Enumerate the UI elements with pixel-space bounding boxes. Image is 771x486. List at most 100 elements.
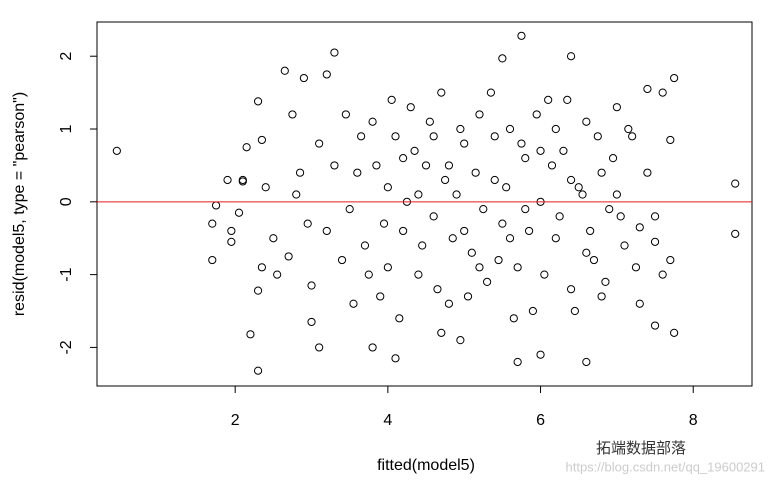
- point: [429, 212, 438, 221]
- point: [337, 255, 347, 265]
- point: [670, 328, 679, 337]
- point: [593, 132, 602, 141]
- point: [601, 277, 610, 286]
- point: [376, 292, 385, 301]
- point: [650, 212, 660, 221]
- point: [486, 88, 496, 97]
- point: [353, 168, 362, 177]
- point: [234, 208, 244, 217]
- point: [360, 241, 370, 250]
- point: [517, 31, 526, 40]
- point: [482, 277, 492, 286]
- point: [643, 84, 652, 94]
- point: [444, 299, 454, 308]
- point: [437, 328, 446, 337]
- point: [628, 132, 637, 141]
- point: [368, 343, 377, 352]
- point: [253, 286, 263, 295]
- y-tick-label: 0: [58, 197, 75, 206]
- point: [658, 270, 667, 279]
- point: [227, 237, 236, 246]
- point: [299, 73, 308, 83]
- point: [379, 219, 389, 228]
- point: [490, 175, 499, 185]
- x-tick-label: 6: [536, 412, 545, 429]
- point: [624, 124, 633, 134]
- x-tick-label: 4: [383, 412, 392, 429]
- point: [467, 248, 476, 257]
- point: [475, 110, 484, 119]
- watermark-url: https://blog.csdn.net/qq_19600291: [566, 459, 766, 474]
- point: [227, 226, 236, 236]
- point: [513, 357, 522, 367]
- point: [536, 350, 545, 359]
- point: [475, 263, 484, 272]
- point: [463, 292, 473, 301]
- point: [544, 95, 553, 104]
- point: [635, 223, 644, 232]
- point: [513, 263, 522, 272]
- point: [502, 183, 511, 192]
- point: [597, 168, 606, 177]
- point: [383, 263, 392, 272]
- point: [253, 366, 263, 375]
- y-tick-label: 2: [58, 52, 75, 61]
- point: [620, 241, 629, 250]
- point: [589, 255, 599, 265]
- point: [330, 161, 339, 170]
- point: [666, 255, 675, 265]
- point: [280, 66, 289, 75]
- point: [460, 139, 469, 148]
- point: [555, 212, 564, 221]
- point: [322, 70, 331, 79]
- x-tick-label: 2: [231, 412, 240, 429]
- point: [307, 281, 316, 290]
- point: [208, 219, 217, 228]
- watermark-brand: 拓端数据部落: [596, 440, 686, 457]
- point: [731, 229, 740, 238]
- point: [421, 161, 431, 170]
- point: [524, 226, 534, 236]
- point: [273, 270, 282, 279]
- y-tick-label: -1: [58, 267, 75, 281]
- point: [563, 95, 572, 104]
- point: [517, 139, 526, 148]
- point: [452, 190, 461, 199]
- point: [456, 124, 465, 134]
- point: [395, 314, 404, 323]
- point: [586, 226, 595, 236]
- point: [349, 299, 358, 308]
- point: [399, 154, 408, 163]
- point: [292, 190, 301, 199]
- point: [505, 124, 515, 134]
- point: [670, 73, 679, 83]
- point: [364, 270, 373, 279]
- x-axis-label: fitted(model5): [377, 457, 475, 474]
- point: [566, 175, 576, 185]
- point: [582, 248, 591, 257]
- point: [208, 255, 217, 265]
- point: [368, 117, 377, 126]
- y-tick-label: -2: [58, 340, 75, 354]
- point: [448, 234, 457, 243]
- point: [494, 255, 503, 265]
- point: [536, 146, 545, 155]
- point: [498, 54, 507, 63]
- point: [372, 161, 381, 170]
- point: [288, 110, 297, 119]
- point: [582, 357, 591, 367]
- point: [635, 299, 644, 308]
- point: [211, 201, 221, 210]
- point: [608, 154, 618, 163]
- point: [570, 306, 579, 316]
- point: [387, 95, 396, 104]
- point: [322, 226, 331, 236]
- point: [391, 354, 400, 363]
- point: [433, 285, 442, 294]
- point: [540, 270, 549, 279]
- point: [528, 306, 538, 316]
- plot-frame: [96, 21, 753, 387]
- point: [578, 190, 587, 199]
- point: [650, 237, 660, 246]
